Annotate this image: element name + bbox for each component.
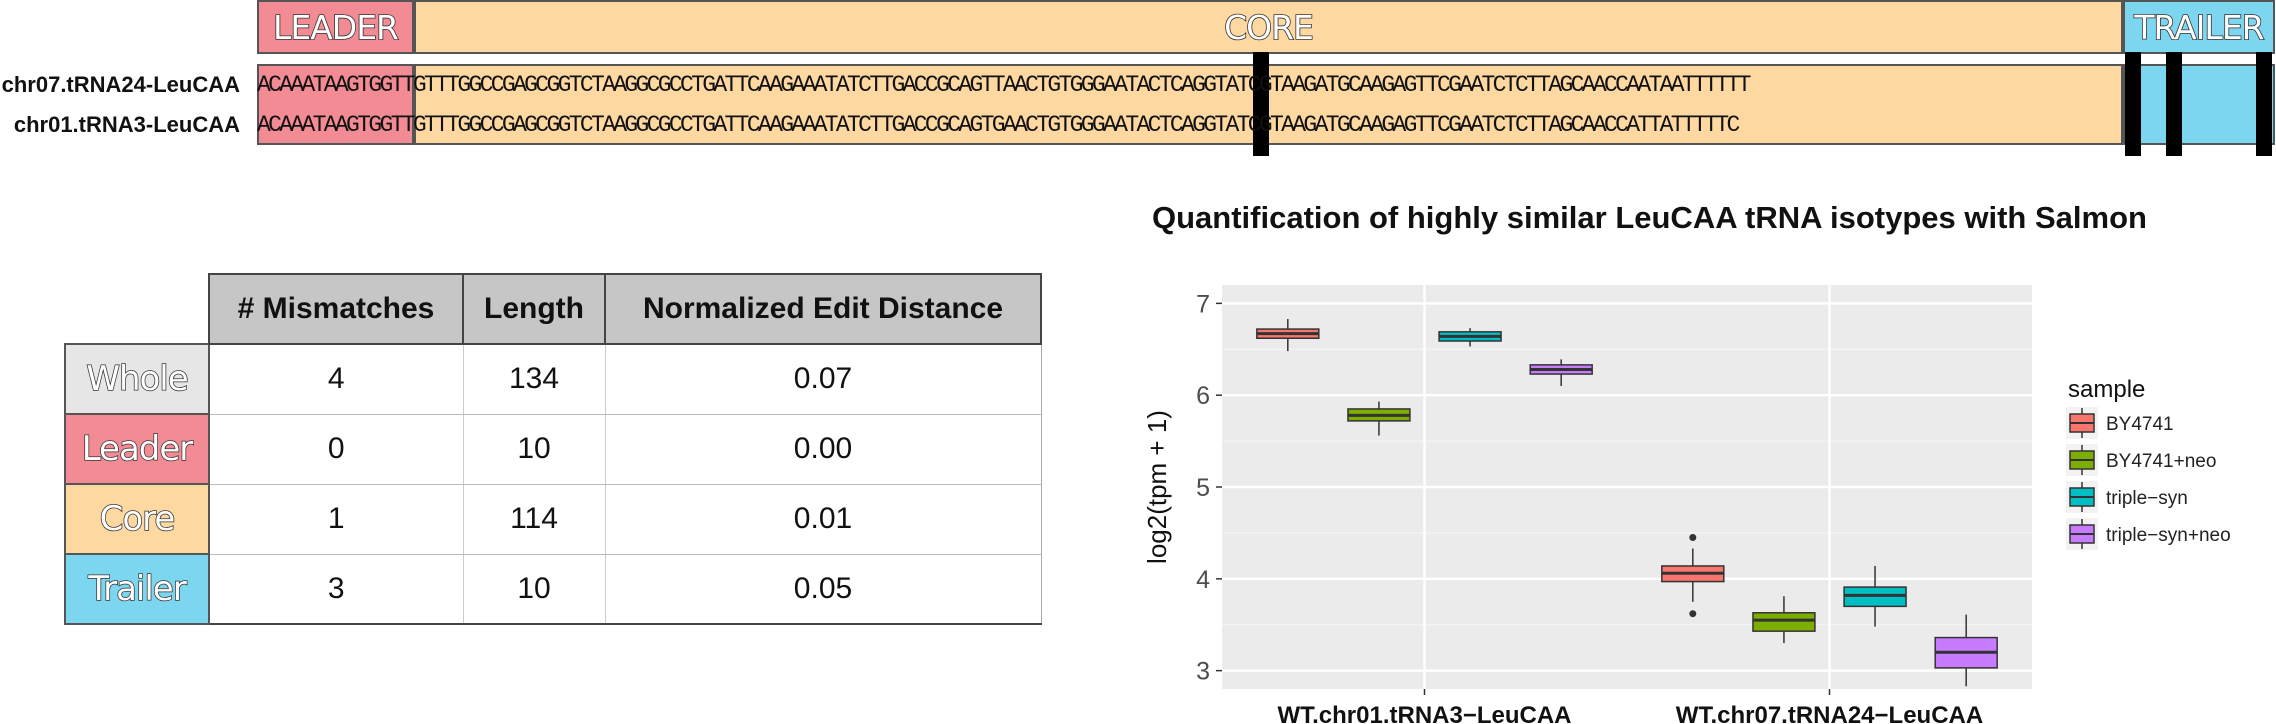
x-tick-label: WT.chr07.tRNA24−LeuCAA [1676, 702, 1983, 724]
table-cell: 10 [463, 553, 606, 625]
row-label-whole: Whole [64, 343, 210, 415]
leader-region [257, 64, 414, 145]
y-tick-label: 3 [1196, 658, 1210, 686]
column-header-length: Length [462, 273, 606, 345]
legend-label: BY4741+neo [2106, 451, 2216, 472]
y-tick-label: 6 [1196, 382, 1210, 410]
x-tick-label: WT.chr01.tRNA3−LeuCAA [1277, 702, 1571, 724]
outlier-point [1689, 534, 1697, 541]
legend-label: BY4741 [2106, 414, 2174, 435]
y-axis-label: log2(tpm + 1) [1142, 410, 1172, 564]
outlier-point [1689, 610, 1697, 618]
core-header: CORE [414, 0, 2123, 54]
trailer-region [2123, 64, 2275, 145]
table-cell: 0.01 [605, 483, 1042, 555]
y-tick-label: 5 [1196, 474, 1210, 502]
leader-header: LEADER [257, 0, 414, 54]
table-cell: 4 [208, 343, 464, 415]
table-row: Core 1 114 0.01 [64, 483, 1042, 555]
sequence-text: ACAAATAAGTGGTTGTTTGGCCGAGCGGTCTAAGGCGCCT… [257, 112, 1740, 138]
table-cell: 1 [208, 483, 464, 555]
table-row: Whole 4 134 0.07 [64, 343, 1042, 415]
chart-title: Quantification of highly similar LeuCAA … [1152, 200, 2147, 235]
table-cell: 3 [208, 553, 464, 625]
sequence-name: chr01.tRNA3-LeuCAA [13, 112, 240, 137]
row-label-leader: Leader [64, 413, 210, 485]
mismatch-marker [2256, 52, 2272, 156]
table-cell: 10 [463, 413, 606, 485]
column-header-mismatches: # Mismatches [208, 273, 464, 345]
table-cell: 0.00 [605, 413, 1042, 485]
mismatch-marker [2125, 52, 2141, 156]
table-header-row: # Mismatches Length Normalized Edit Dist… [65, 273, 1042, 345]
boxplot-chart: 3 4 5 6 7 WT.chr01.tRNA3−LeuCAA WT.chr07.tRNA2… [1142, 285, 2231, 724]
legend-label: triple−syn+neo [2106, 525, 2231, 546]
table-cell: 0.07 [605, 343, 1042, 415]
table-corner [65, 274, 209, 344]
table-cell: 0 [208, 413, 464, 485]
table-row: Leader 0 10 0.00 [64, 413, 1042, 485]
table-cell: 0.05 [605, 553, 1042, 625]
row-label-core: Core [64, 483, 210, 555]
mismatch-marker [1253, 52, 1269, 156]
row-label-trailer: Trailer [64, 553, 210, 625]
table-cell: 134 [463, 343, 606, 415]
legend-label: triple−syn [2106, 488, 2188, 509]
y-tick-label: 7 [1196, 290, 1210, 318]
box [1752, 612, 1816, 632]
sequence-text: ACAAATAAGTGGTTGTTTGGCCGAGCGGTCTAAGGCGCCT… [257, 72, 1751, 98]
table-cell: 114 [463, 483, 606, 555]
alignment-stats-table: # Mismatches Length Normalized Edit Dist… [64, 273, 1042, 625]
y-tick-label: 4 [1196, 566, 1210, 594]
table-row: Trailer 3 10 0.05 [64, 553, 1042, 625]
sequence-name: chr07.tRNA24-LeuCAA [1, 72, 240, 97]
trailer-header: TRAILER [2123, 0, 2275, 54]
mismatch-marker [2166, 52, 2182, 156]
column-header-ned: Normalized Edit Distance [604, 273, 1042, 345]
legend-title: sample [2068, 376, 2145, 403]
